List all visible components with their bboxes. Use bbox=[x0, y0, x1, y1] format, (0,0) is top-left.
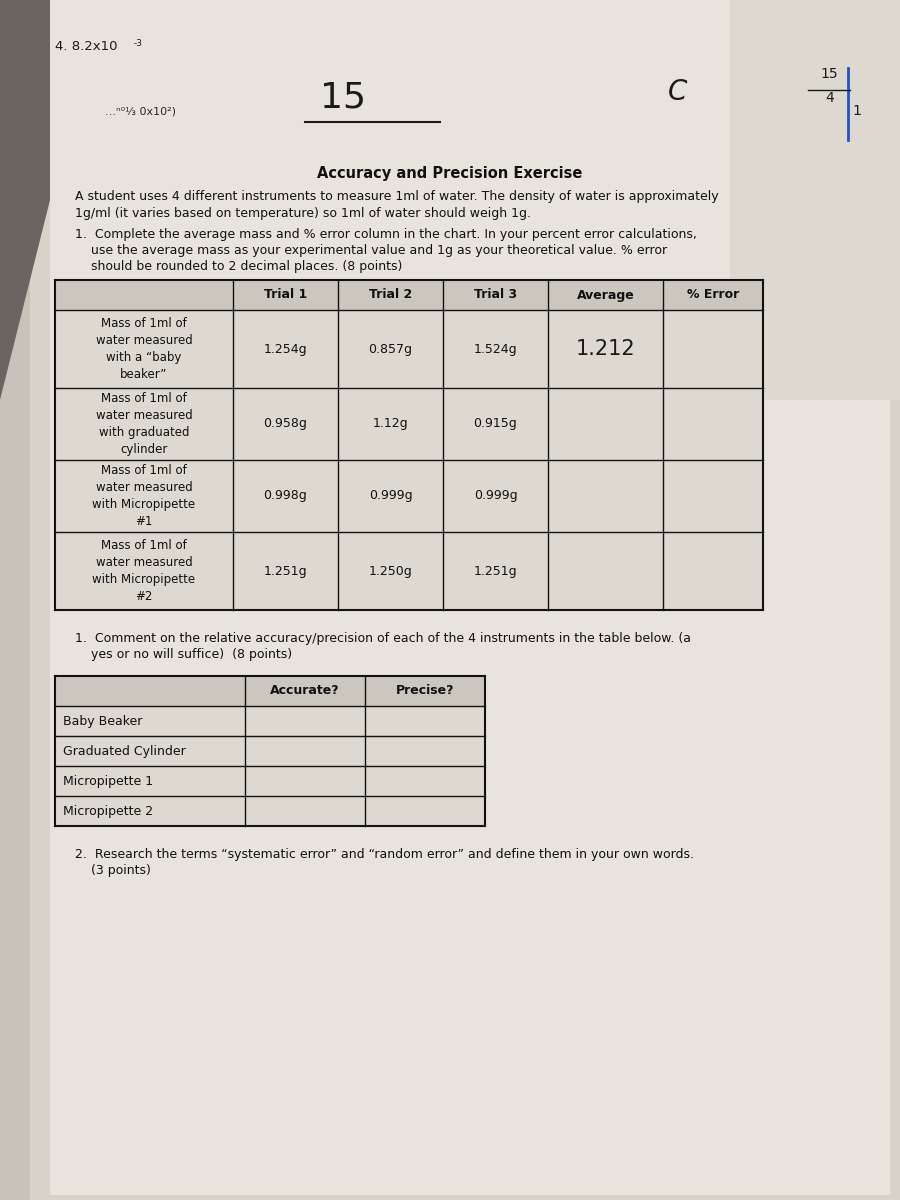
Text: 4. 8.2x10: 4. 8.2x10 bbox=[55, 40, 118, 53]
FancyBboxPatch shape bbox=[55, 676, 485, 706]
Text: 1.  Comment on the relative accuracy/precision of each of the 4 instruments in t: 1. Comment on the relative accuracy/prec… bbox=[75, 632, 691, 646]
Text: 1.212: 1.212 bbox=[576, 338, 635, 359]
Text: 15: 15 bbox=[320, 80, 366, 115]
FancyBboxPatch shape bbox=[50, 0, 730, 175]
Text: 0.857g: 0.857g bbox=[368, 342, 412, 355]
Text: Mass of 1ml of
water measured
with a “baby
beaker”: Mass of 1ml of water measured with a “ba… bbox=[95, 317, 193, 382]
Text: 15: 15 bbox=[820, 67, 838, 80]
Text: use the average mass as your experimental value and 1g as your theoretical value: use the average mass as your experimenta… bbox=[75, 244, 667, 257]
Text: 1.12g: 1.12g bbox=[373, 418, 409, 431]
Text: yes or no will suffice)  (8 points): yes or no will suffice) (8 points) bbox=[75, 648, 292, 661]
Text: Mass of 1ml of
water measured
with Micropipette
#1: Mass of 1ml of water measured with Micro… bbox=[93, 464, 195, 528]
Text: Precise?: Precise? bbox=[396, 684, 454, 697]
FancyBboxPatch shape bbox=[55, 280, 763, 610]
Text: A student uses 4 different instruments to measure 1ml of water. The density of w: A student uses 4 different instruments t… bbox=[75, 190, 718, 203]
Text: 4: 4 bbox=[825, 91, 833, 104]
Text: (3 points): (3 points) bbox=[75, 864, 151, 877]
Text: 1g/ml (it varies based on temperature) so 1ml of water should weigh 1g.: 1g/ml (it varies based on temperature) s… bbox=[75, 206, 531, 220]
Text: Mass of 1ml of
water measured
with Micropipette
#2: Mass of 1ml of water measured with Micro… bbox=[93, 539, 195, 602]
Text: 1.250g: 1.250g bbox=[369, 564, 412, 577]
Text: 1.524g: 1.524g bbox=[473, 342, 518, 355]
Text: 1.251g: 1.251g bbox=[264, 564, 307, 577]
Text: Trial 2: Trial 2 bbox=[369, 288, 412, 301]
Text: 2.  Research the terms “systematic error” and “random error” and define them in : 2. Research the terms “systematic error”… bbox=[75, 848, 694, 862]
FancyBboxPatch shape bbox=[30, 0, 900, 1200]
FancyBboxPatch shape bbox=[730, 0, 900, 400]
Text: Graduated Cylinder: Graduated Cylinder bbox=[63, 744, 185, 757]
Text: Micropipette 2: Micropipette 2 bbox=[63, 804, 153, 817]
Text: Baby Beaker: Baby Beaker bbox=[63, 714, 142, 727]
Text: Mass of 1ml of
water measured
with graduated
cylinder: Mass of 1ml of water measured with gradu… bbox=[95, 392, 193, 456]
Text: Trial 1: Trial 1 bbox=[264, 288, 307, 301]
Text: 0.915g: 0.915g bbox=[473, 418, 518, 431]
Text: 0.999g: 0.999g bbox=[369, 490, 412, 503]
Text: 1.251g: 1.251g bbox=[473, 564, 518, 577]
Text: Average: Average bbox=[577, 288, 634, 301]
Text: …ⁿ⁰⅓ 0x10²): …ⁿ⁰⅓ 0x10²) bbox=[105, 107, 176, 116]
Text: % Error: % Error bbox=[687, 288, 739, 301]
Text: 0.998g: 0.998g bbox=[264, 490, 308, 503]
Text: 1: 1 bbox=[852, 104, 861, 118]
Text: 0.999g: 0.999g bbox=[473, 490, 518, 503]
Text: 1.254g: 1.254g bbox=[264, 342, 307, 355]
Text: 1.  Complete the average mass and % error column in the chart. In your percent e: 1. Complete the average mass and % error… bbox=[75, 228, 697, 241]
Text: should be rounded to 2 decimal places. (8 points): should be rounded to 2 decimal places. (… bbox=[75, 260, 402, 272]
Polygon shape bbox=[0, 0, 50, 400]
Text: Micropipette 1: Micropipette 1 bbox=[63, 774, 153, 787]
Text: Accurate?: Accurate? bbox=[270, 684, 340, 697]
Text: -3: -3 bbox=[134, 38, 143, 48]
Text: C: C bbox=[668, 78, 688, 106]
FancyBboxPatch shape bbox=[50, 155, 890, 1195]
Text: Trial 3: Trial 3 bbox=[474, 288, 518, 301]
Text: Accuracy and Precision Exercise: Accuracy and Precision Exercise bbox=[318, 166, 582, 181]
Text: 0.958g: 0.958g bbox=[264, 418, 308, 431]
FancyBboxPatch shape bbox=[55, 676, 485, 826]
FancyBboxPatch shape bbox=[55, 280, 763, 310]
